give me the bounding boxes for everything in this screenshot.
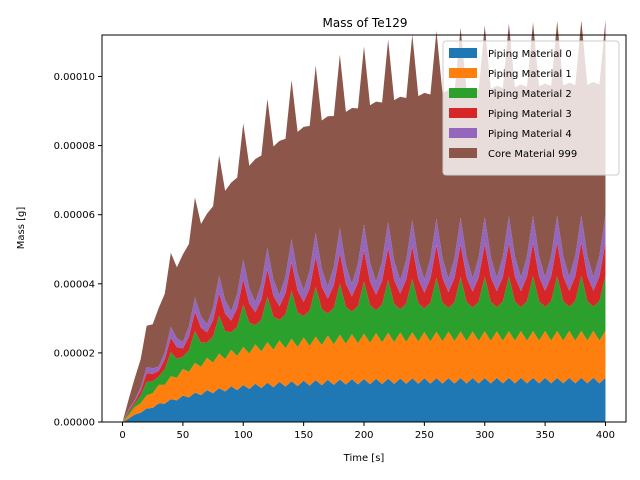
- legend-swatch: [449, 48, 477, 58]
- legend-swatch: [449, 128, 477, 138]
- y-axis-label: Mass [g]: [16, 207, 27, 250]
- area-piping-material-0: [122, 377, 606, 422]
- x-axis-ticks: 0 50 100 150 200 250 300 350 400: [119, 422, 615, 441]
- x-tick-label: 200: [354, 430, 373, 441]
- legend-label: Piping Material 2: [488, 89, 572, 100]
- x-tick-label: 0: [119, 430, 125, 441]
- legend-swatch: [449, 148, 477, 158]
- legend-label: Piping Material 1: [488, 69, 572, 80]
- area-piping-material-2: [122, 275, 606, 422]
- y-tick-label: 0.00000: [54, 418, 95, 429]
- legend-label: Piping Material 4: [488, 129, 572, 140]
- y-tick-label: 0.00006: [54, 210, 95, 221]
- legend-label: Piping Material 3: [488, 109, 572, 120]
- y-tick-label: 0.00010: [54, 72, 95, 83]
- y-tick-label: 0.00008: [54, 141, 95, 152]
- legend-swatch: [449, 68, 477, 78]
- y-tick-label: 0.00002: [54, 348, 95, 359]
- area-piping-material-4: [122, 214, 606, 422]
- legend-label: Core Material 999: [488, 149, 577, 160]
- x-tick-label: 250: [415, 430, 434, 441]
- chart-title: Mass of Te129: [323, 16, 408, 30]
- x-tick-label: 100: [234, 430, 253, 441]
- x-tick-label: 350: [536, 430, 555, 441]
- x-axis-label: Time [s]: [343, 453, 385, 464]
- x-tick-label: 50: [177, 430, 190, 441]
- legend-swatch: [449, 108, 477, 118]
- legend-swatch: [449, 88, 477, 98]
- area-piping-material-3: [122, 242, 606, 422]
- legend-box: [442, 40, 620, 176]
- x-tick-label: 300: [475, 430, 494, 441]
- area-piping-material-1: [122, 330, 606, 422]
- x-tick-label: 150: [294, 430, 313, 441]
- x-tick-label: 400: [596, 430, 615, 441]
- y-axis-ticks: 0.00000 0.00002 0.00004 0.00006 0.00008 0.000…: [54, 72, 102, 429]
- legend-label: Piping Material 0: [488, 49, 572, 60]
- legend: Piping Material 0 Piping Material 1 Piping…: [442, 40, 620, 176]
- y-tick-label: 0.00004: [54, 279, 95, 290]
